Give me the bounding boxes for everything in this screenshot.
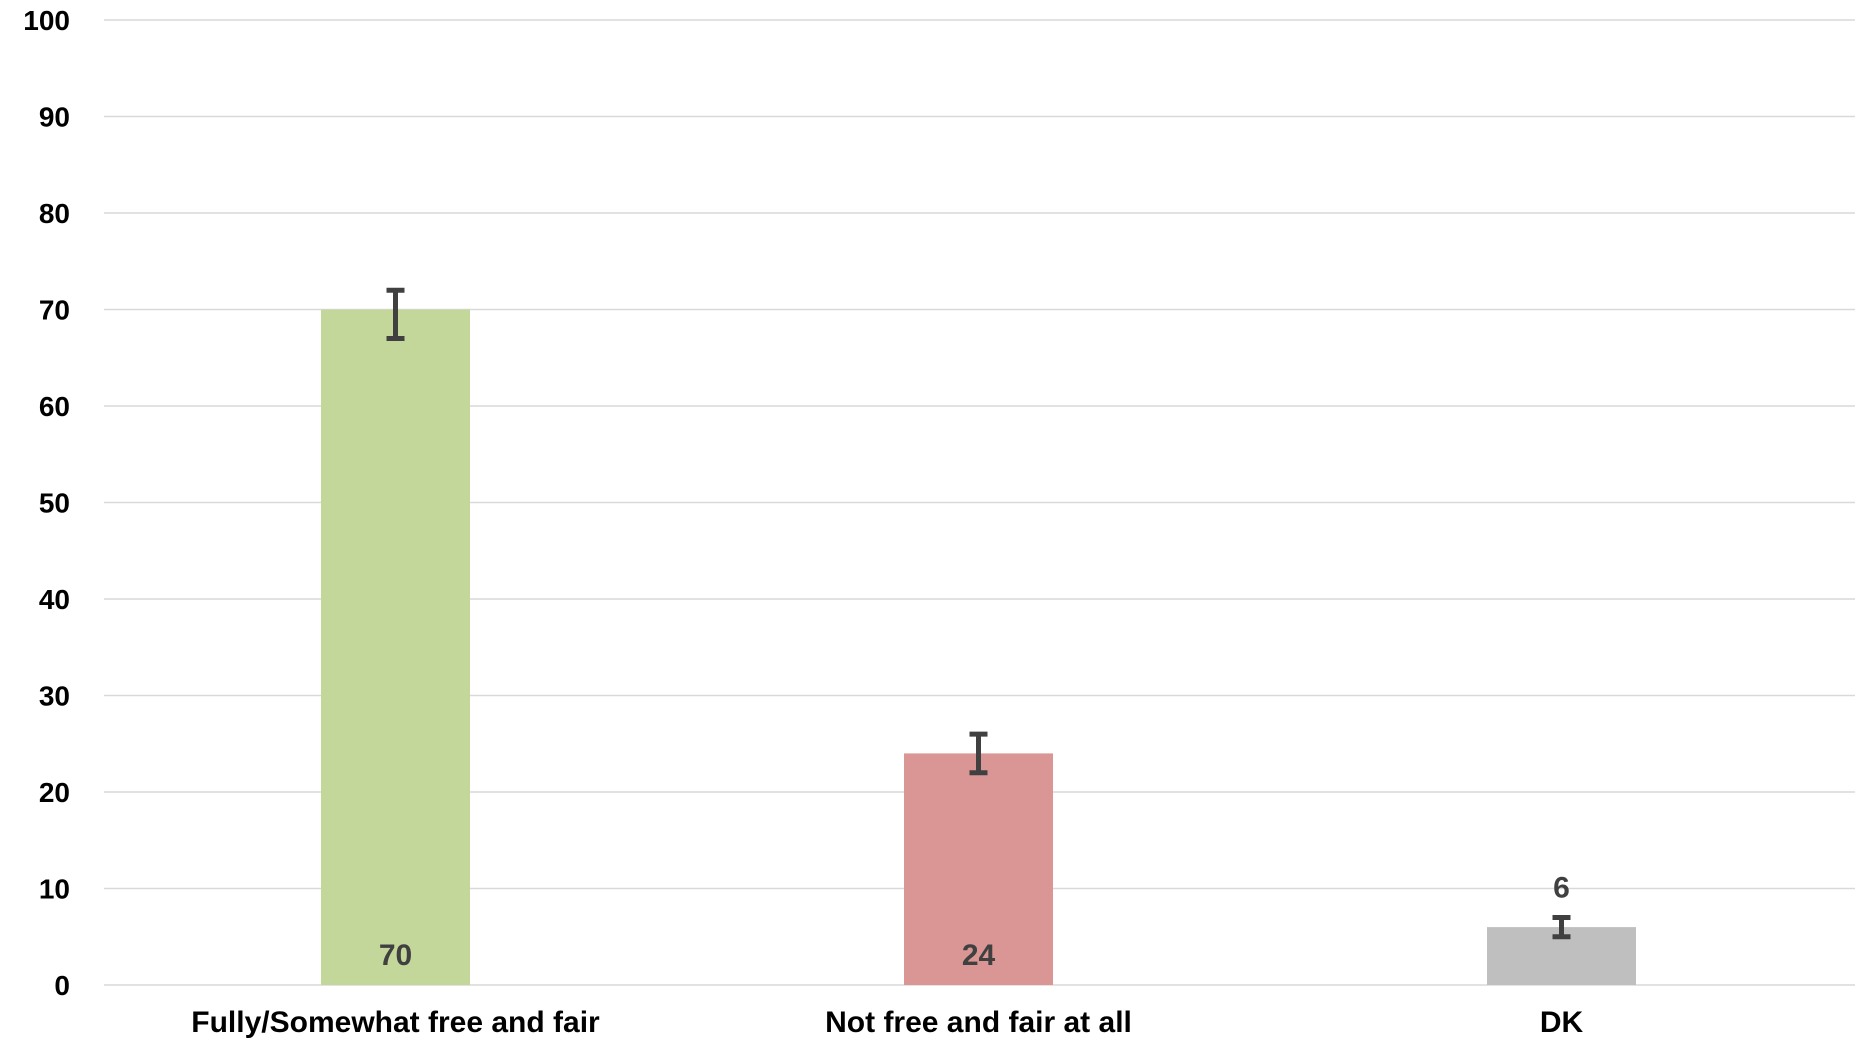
y-tick-label-70: 70 [39,295,70,326]
y-tick-label-10: 10 [39,874,70,905]
bar-0 [321,309,470,985]
y-tick-label-50: 50 [39,488,70,519]
y-tick-label-60: 60 [39,391,70,422]
y-tick-label-20: 20 [39,777,70,808]
error-bar-1 [969,731,988,776]
data-label-0: 70 [379,939,412,972]
bar-1 [904,753,1053,985]
y-axis-tick-labels: 0 10 20 30 40 50 60 70 80 90 100 [23,5,70,1001]
error-bar-2 [1552,914,1571,940]
data-labels: 70 24 6 [379,871,1570,972]
error-bar-0 [386,287,405,341]
x-category-label-2: DK [1540,1006,1584,1039]
bars [321,309,1636,985]
data-label-1: 24 [962,939,996,972]
x-axis-category-labels: Fully/Somewhat free and fair Not free and… [191,1006,1583,1039]
x-category-label-1: Not free and fair at all [825,1006,1132,1039]
y-tick-label-30: 30 [39,681,70,712]
y-tick-label-0: 0 [54,970,70,1001]
error-bars [386,287,1571,940]
x-category-label-0: Fully/Somewhat free and fair [191,1006,600,1039]
data-label-2: 6 [1553,871,1570,904]
y-tick-label-90: 90 [39,102,70,133]
y-tick-label-100: 100 [23,5,70,36]
y-tick-label-80: 80 [39,198,70,229]
y-tick-label-40: 40 [39,584,70,615]
